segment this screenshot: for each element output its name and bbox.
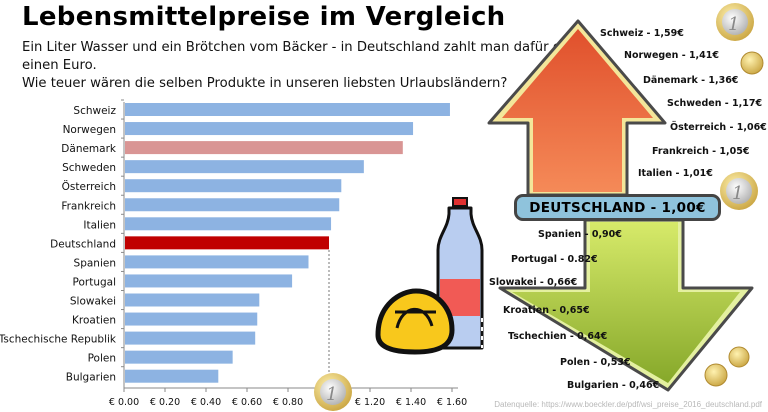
bar-slowakei (125, 293, 260, 307)
category-label: Schweden (62, 162, 116, 174)
category-label: Norwegen (63, 124, 116, 136)
bar-portugal (125, 274, 293, 288)
price-label-up: Schweden - 1,17€ (667, 98, 763, 109)
cent-coin-icon (740, 51, 764, 75)
price-label-up: Österreich - 1,06€ (670, 122, 767, 133)
x-tick-label: € 0.20 (150, 397, 180, 408)
data-source: Datenquelle: https://www.boeckler.de/pdf… (494, 400, 762, 409)
bar-spanien (125, 255, 309, 269)
page-title: Lebensmittelpreise im Vergleich (22, 2, 506, 32)
category-label: Slowakei (70, 296, 116, 308)
bar-deutschland (125, 236, 329, 250)
subtitle-line: Ein Liter Wasser und ein Brötchen vom Bä… (22, 40, 585, 55)
x-tick-label: € 1.60 (437, 397, 467, 408)
subtitle-line: einen Euro. (22, 58, 97, 73)
bar-frankreich (125, 198, 340, 212)
x-tick-label: € 0.40 (191, 397, 221, 408)
price-label-down: Tschechien - 0,64€ (508, 331, 608, 342)
bar-tschechische-republik (125, 331, 256, 345)
price-label-down: Kroatien - 0,65€ (503, 305, 590, 316)
svg-text:1: 1 (732, 183, 743, 204)
bar-italien (125, 217, 332, 231)
category-label: Portugal (73, 276, 117, 288)
category-label: Dänemark (61, 143, 117, 155)
bar-österreich (125, 179, 342, 193)
category-label: Bulgarien (66, 372, 116, 384)
germany-reference-box: DEUTSCHLAND - 1,00€ (514, 194, 721, 221)
arrow-down-icon (498, 218, 754, 392)
subtitle-line: Wie teuer wären die selben Produkte in u… (22, 76, 508, 91)
category-label: Italien (83, 219, 116, 231)
price-label-down: Portugal - 0.82€ (511, 254, 598, 265)
price-label-down: Polen - 0,53€ (560, 357, 631, 368)
price-label-up: Dänemark - 1,36€ (643, 75, 739, 86)
price-label-up: Frankreich - 1,05€ (652, 146, 750, 157)
bar-dänemark (125, 141, 403, 155)
euro-coin-icon: 1 (716, 3, 754, 41)
x-tick-label: € 0.80 (273, 397, 303, 408)
price-label-down: Slowakei - 0,66€ (489, 277, 578, 288)
category-label: Schweiz (73, 105, 116, 117)
category-label: Frankreich (61, 200, 116, 212)
price-label-up: Norwegen - 1,41€ (624, 50, 719, 61)
category-label: Kroatien (72, 315, 116, 327)
bar-schweiz (125, 103, 450, 116)
category-label: Deutschland (50, 238, 116, 250)
cent-coin-icon (728, 346, 750, 368)
price-label-down: Bulgarien - 0,46€ (567, 380, 660, 391)
bar-norwegen (125, 122, 414, 136)
svg-text:1: 1 (326, 384, 337, 405)
category-label: Österreich (62, 180, 116, 193)
category-label: Tschechische Republik (0, 334, 117, 346)
bar-schweden (125, 160, 364, 174)
category-label: Polen (88, 353, 116, 365)
cent-coin-icon (704, 363, 728, 387)
subtitle: Ein Liter Wasser und ein Brötchen vom Bä… (22, 39, 585, 93)
x-tick-label: € 1.20 (355, 397, 385, 408)
bar-polen (125, 350, 233, 364)
price-label-up: Schweiz - 1,59€ (600, 28, 684, 39)
svg-text:1: 1 (728, 14, 739, 35)
bread-roll-icon (375, 288, 455, 355)
category-label: Spanien (74, 257, 116, 269)
x-tick-label: € 0.00 (109, 397, 139, 408)
bar-bulgarien (125, 369, 219, 383)
x-tick-label: € 0.60 (232, 397, 262, 408)
euro-coin-icon: 1 (720, 172, 758, 210)
price-label-down: Spanien - 0,90€ (538, 229, 622, 240)
x-tick-label: € 1.40 (396, 397, 426, 408)
price-label-up: Italien - 1,01€ (638, 168, 713, 179)
euro-coin-icon: 1 (314, 373, 352, 411)
bar-kroatien (125, 312, 258, 326)
